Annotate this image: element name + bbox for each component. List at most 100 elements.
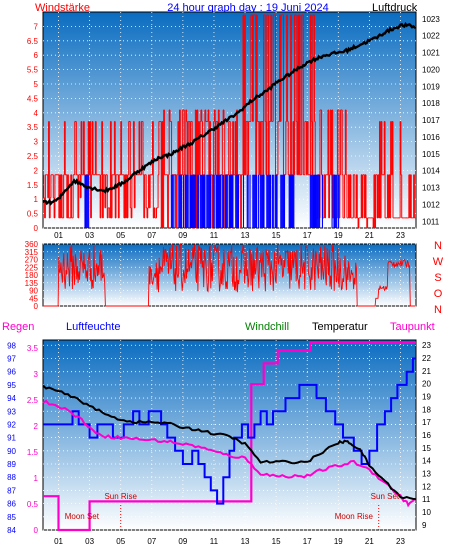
luftdruck-label: Luftdruck <box>372 2 418 14</box>
temperature-tick-label: 21 <box>422 367 431 376</box>
y-axis-windspeed: 0 0.5 1 1.5 2 2.5 3 3.5 4 4.5 5 5.5 6 6.5 7 <box>27 22 39 233</box>
humidity-tick-label: 88 <box>7 473 16 482</box>
rain-tick-label: 1 <box>34 474 39 483</box>
y-axis-humidity: 84 85 86 87 88 89 90 91 92 93 94 95 96 97 98 <box>7 341 16 535</box>
rain-tick-label: 0.5 <box>27 500 39 509</box>
y-tick-label: 180 <box>25 271 39 280</box>
compass-label: N <box>434 304 442 316</box>
x-tick-label: 07 <box>147 231 156 240</box>
temperature-tick-label: 20 <box>422 380 431 389</box>
x-tick-label: 11 <box>210 231 219 240</box>
temperature-tick-label: 12 <box>422 482 431 491</box>
temperature-tick-label: 9 <box>422 521 427 530</box>
y-tick-label: 360 <box>25 240 39 249</box>
x-tick-label: 05 <box>116 537 125 546</box>
compass-label: N <box>434 240 442 252</box>
y-tick-label: 4 <box>34 109 39 118</box>
compass-label: W <box>433 256 444 268</box>
sun-moon-markers <box>120 505 380 530</box>
y-right-tick-label: 1017 <box>422 116 440 125</box>
sun-moon-annotations: Sun Rise Moon Set Moon Rise Sun Set <box>65 492 400 521</box>
x-tick-label: 23 <box>396 231 405 240</box>
luftfeuchte-label: Luftfeuchte <box>66 321 120 333</box>
x-tick-label: 23 <box>396 537 405 546</box>
rain-line <box>43 341 416 532</box>
regen-label: Regen <box>2 321 34 333</box>
x-axis-hours-1: 01 03 05 07 09 11 13 15 17 19 21 23 <box>54 231 405 240</box>
temperature-tick-label: 18 <box>422 405 431 414</box>
x-tick-label: 17 <box>303 537 312 546</box>
humidity-tick-label: 85 <box>7 513 16 522</box>
x-tick-label: 19 <box>334 231 343 240</box>
x-tick-label: 07 <box>147 537 156 546</box>
y-tick-label: 7 <box>34 22 39 31</box>
wind-direction-line <box>43 243 416 307</box>
y-tick-label: 5.5 <box>27 66 39 75</box>
temperature-tick-label: 22 <box>422 354 431 363</box>
pressure-line <box>42 21 417 206</box>
y-tick-label: 270 <box>25 256 39 265</box>
y-tick-label: 315 <box>25 248 39 257</box>
humidity-tick-label: 84 <box>7 526 16 535</box>
taupunkt-label: Taupunkt <box>390 321 435 333</box>
y-tick-label: 225 <box>25 263 39 272</box>
compass-label: S <box>434 272 441 284</box>
humidity-tick-label: 94 <box>7 394 16 403</box>
humidity-tick-label: 95 <box>7 381 16 390</box>
y-right-tick-label: 1011 <box>422 217 440 226</box>
panel-temp-humidity: Regen Luftfeuchte Windchill Temperatur T… <box>2 321 435 546</box>
y-tick-label: 4.5 <box>27 94 39 103</box>
temperature-tick-label: 23 <box>422 341 431 350</box>
temperature-tick-label: 11 <box>422 495 431 504</box>
x-tick-label: 05 <box>116 231 125 240</box>
windchill-label: Windchill <box>245 321 289 333</box>
y-tick-label: 2 <box>34 166 39 175</box>
humidity-tick-label: 96 <box>7 368 16 377</box>
chart-title: 24 hour graph day : 19 Juni 2024 <box>167 2 328 14</box>
compass-label: O <box>434 288 443 300</box>
y-tick-label: 1.5 <box>27 181 39 190</box>
rain-tick-label: 3 <box>34 370 39 379</box>
y-tick-label: 135 <box>25 279 39 288</box>
x-tick-label: 13 <box>241 231 250 240</box>
y-right-tick-label: 1020 <box>422 65 440 74</box>
panel-wind-pressure: Windstärke 24 hour graph day : 19 Juni 2… <box>27 2 440 240</box>
x-tick-label: 01 <box>54 231 63 240</box>
plot-area-temp <box>42 339 417 531</box>
y-right-tick-label: 1013 <box>422 184 440 193</box>
x-tick-label: 09 <box>178 231 187 240</box>
x-axis-hours-3: 01 03 05 07 09 11 13 15 17 19 21 23 <box>54 537 405 546</box>
annotation-label: Moon Rise <box>335 512 374 521</box>
x-tick-label: 11 <box>210 537 219 546</box>
y-right-tick-label: 1016 <box>422 133 440 142</box>
annotation-label: Sun Rise <box>104 492 137 501</box>
y-tick-label: 3 <box>34 138 39 147</box>
rain-tick-label: 1.5 <box>27 448 39 457</box>
humidity-tick-label: 92 <box>7 420 16 429</box>
y-axis-rain: 0 0.5 1 1.5 2 2.5 3 3.5 <box>27 344 39 535</box>
x-tick-label: 01 <box>54 537 63 546</box>
temperature-tick-label: 14 <box>422 457 431 466</box>
x-tick-label: 17 <box>303 231 312 240</box>
temperatur-label: Temperatur <box>312 321 368 333</box>
y-tick-label: 2.5 <box>27 152 39 161</box>
x-tick-label: 03 <box>85 231 94 240</box>
temperature-tick-label: 17 <box>422 418 431 427</box>
humidity-tick-label: 87 <box>7 486 16 495</box>
y-tick-label: 6 <box>34 51 39 60</box>
humidity-tick-label: 90 <box>7 447 16 456</box>
humidity-tick-label: 98 <box>7 341 16 350</box>
humidity-tick-label: 97 <box>7 354 16 363</box>
annotation-label: Moon Set <box>65 512 100 521</box>
y-right-tick-label: 1014 <box>422 167 440 176</box>
rain-tick-label: 0 <box>34 526 39 535</box>
temperature-tick-label: 16 <box>422 431 431 440</box>
y-tick-label: 0 <box>34 224 39 233</box>
y-tick-label: 6.5 <box>27 37 39 46</box>
x-tick-label: 19 <box>334 537 343 546</box>
humidity-tick-label: 91 <box>7 434 16 443</box>
